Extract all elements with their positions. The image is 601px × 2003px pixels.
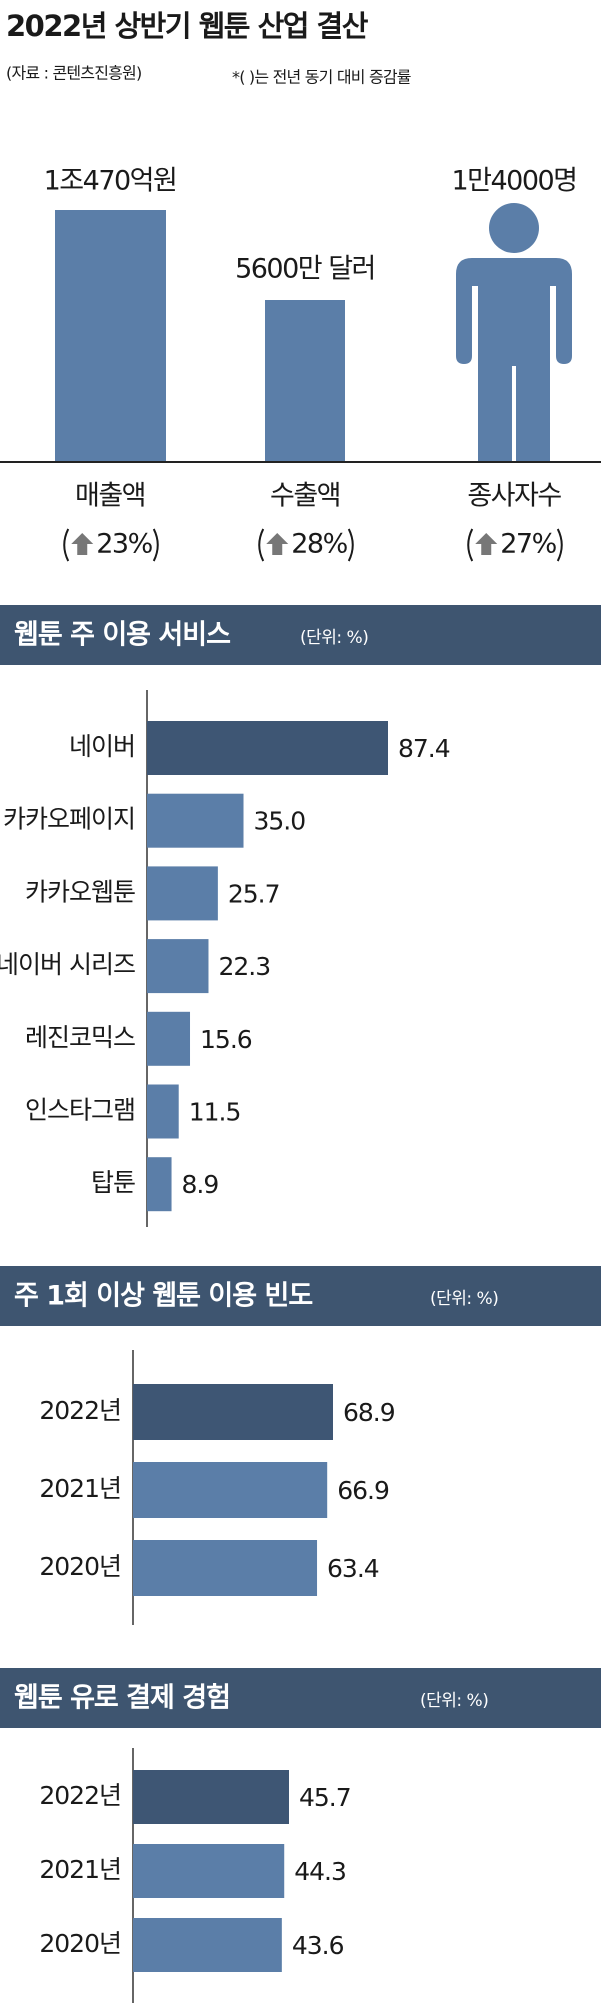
value-label: 44.3: [294, 1857, 346, 1886]
bar: [147, 1084, 179, 1139]
value-label: 68.9: [343, 1398, 395, 1427]
person-icon: [456, 203, 572, 462]
value-label: 8.9: [182, 1170, 219, 1199]
category-label: 레진코믹스: [25, 1023, 135, 1052]
value-label: 87.4: [398, 734, 450, 763]
bar: [147, 1157, 172, 1212]
value-label: 35.0: [254, 807, 306, 836]
paren: [152, 528, 159, 562]
category-label: 카카오웹툰: [25, 877, 135, 906]
section-title: 웹툰 주 이용 서비스: [14, 620, 230, 651]
value-label: 11.5: [189, 1098, 241, 1127]
bar: [133, 1540, 318, 1596]
section-band: [0, 1266, 601, 1326]
section-band: [0, 1668, 601, 1728]
bar: [133, 1384, 333, 1440]
up-arrow-icon: [475, 533, 498, 555]
section-unit: (단위: %): [420, 1691, 488, 1711]
paren: [347, 528, 354, 562]
category-label: 네이버: [69, 732, 135, 761]
value-label: 43.6: [292, 1931, 344, 1960]
summary-changes: 23% 28% 27%: [63, 528, 563, 562]
category-label: 네이버 시리즈: [0, 950, 135, 979]
summary-amount: 1만4000명: [451, 166, 576, 197]
title: 2022년 상반기 웹툰 산업 결산: [6, 9, 369, 43]
up-arrow-icon: [71, 533, 94, 555]
summary-change: 23%: [96, 529, 152, 560]
summary-label: 수출액: [270, 481, 340, 512]
value-label: 15.6: [200, 1025, 252, 1054]
bar: [133, 1462, 328, 1518]
value-label: 63.4: [327, 1554, 379, 1583]
note: *( )는 전년 동기 대비 증감률: [232, 68, 411, 87]
paren: [63, 528, 70, 562]
bar: [147, 866, 218, 921]
category-label: 2021년: [39, 1474, 121, 1503]
value-label: 25.7: [228, 879, 280, 908]
paren: [258, 528, 265, 562]
bar: [147, 793, 244, 848]
value-label: 22.3: [218, 952, 270, 981]
bar: [147, 721, 388, 775]
category-label: 카카오페이지: [3, 805, 135, 834]
summary-amount: 1조470억원: [44, 166, 177, 197]
section-unit: (단위: %): [430, 1289, 498, 1309]
illustration-bar: [55, 210, 166, 462]
section-title: 웹툰 유로 결제 경험: [14, 1683, 230, 1714]
category-label: 인스타그램: [25, 1096, 135, 1125]
source: (자료 : 콘텐츠진흥원): [6, 64, 141, 83]
category-label: 탑툰: [91, 1168, 135, 1197]
section-band: [0, 605, 601, 665]
section-unit: (단위: %): [300, 628, 368, 648]
summary-label: 종사자수: [467, 481, 561, 512]
category-label: 2020년: [39, 1929, 121, 1958]
bar: [147, 1011, 191, 1066]
value-label: 66.9: [337, 1476, 389, 1505]
illustration-bar: [265, 300, 345, 462]
bar: [147, 939, 209, 994]
bar: [133, 1844, 285, 1898]
category-label: 2022년: [39, 1781, 121, 1810]
value-label: 45.7: [299, 1783, 351, 1812]
category-label: 2022년: [39, 1396, 121, 1425]
category-label: 2021년: [39, 1855, 121, 1884]
summary-change: 28%: [291, 529, 347, 560]
section-title: 주 1회 이상 웹툰 이용 빈도: [14, 1281, 312, 1312]
summary-label: 매출액: [75, 481, 145, 512]
bar: [133, 1770, 289, 1824]
summary-amount: 5600만 달러: [235, 254, 375, 285]
paren: [556, 528, 563, 562]
bar: [133, 1918, 282, 1972]
category-label: 2020년: [39, 1552, 121, 1581]
up-arrow-icon: [266, 533, 289, 555]
paren: [467, 528, 474, 562]
summary-change: 27%: [500, 529, 556, 560]
